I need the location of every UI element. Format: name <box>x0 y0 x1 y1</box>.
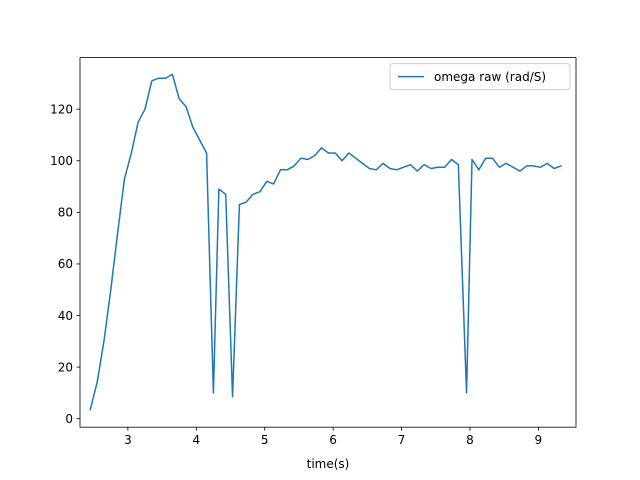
x-axis-label: time(s) <box>307 457 350 471</box>
legend-label: omega raw (rad/S) <box>434 70 546 84</box>
y-tick-label: 40 <box>58 309 73 323</box>
y-tick-label: 100 <box>50 154 73 168</box>
plot-frame <box>79 57 577 428</box>
plot-area <box>80 57 576 428</box>
legend: omega raw (rad/S) <box>389 63 571 91</box>
x-tick-label: 9 <box>535 433 543 447</box>
x-tick-label: 5 <box>261 433 269 447</box>
y-tick-label: 0 <box>65 412 73 426</box>
series-line <box>89 73 562 411</box>
y-tick-label: 80 <box>58 206 73 220</box>
x-tick-label: 8 <box>466 433 474 447</box>
y-tick-label: 120 <box>50 102 73 116</box>
x-tick-label: 4 <box>192 433 200 447</box>
x-tick-label: 6 <box>329 433 337 447</box>
y-tick-label: 60 <box>58 257 73 271</box>
ticks-layer: 3 4 5 6 7 8 9 0 20 40 60 80 100 120 <box>50 102 542 447</box>
series-layer <box>89 73 562 411</box>
legend-box <box>389 63 571 91</box>
x-tick-label: 3 <box>124 433 132 447</box>
y-tick-label: 20 <box>58 360 73 374</box>
x-tick-label: 7 <box>398 433 406 447</box>
